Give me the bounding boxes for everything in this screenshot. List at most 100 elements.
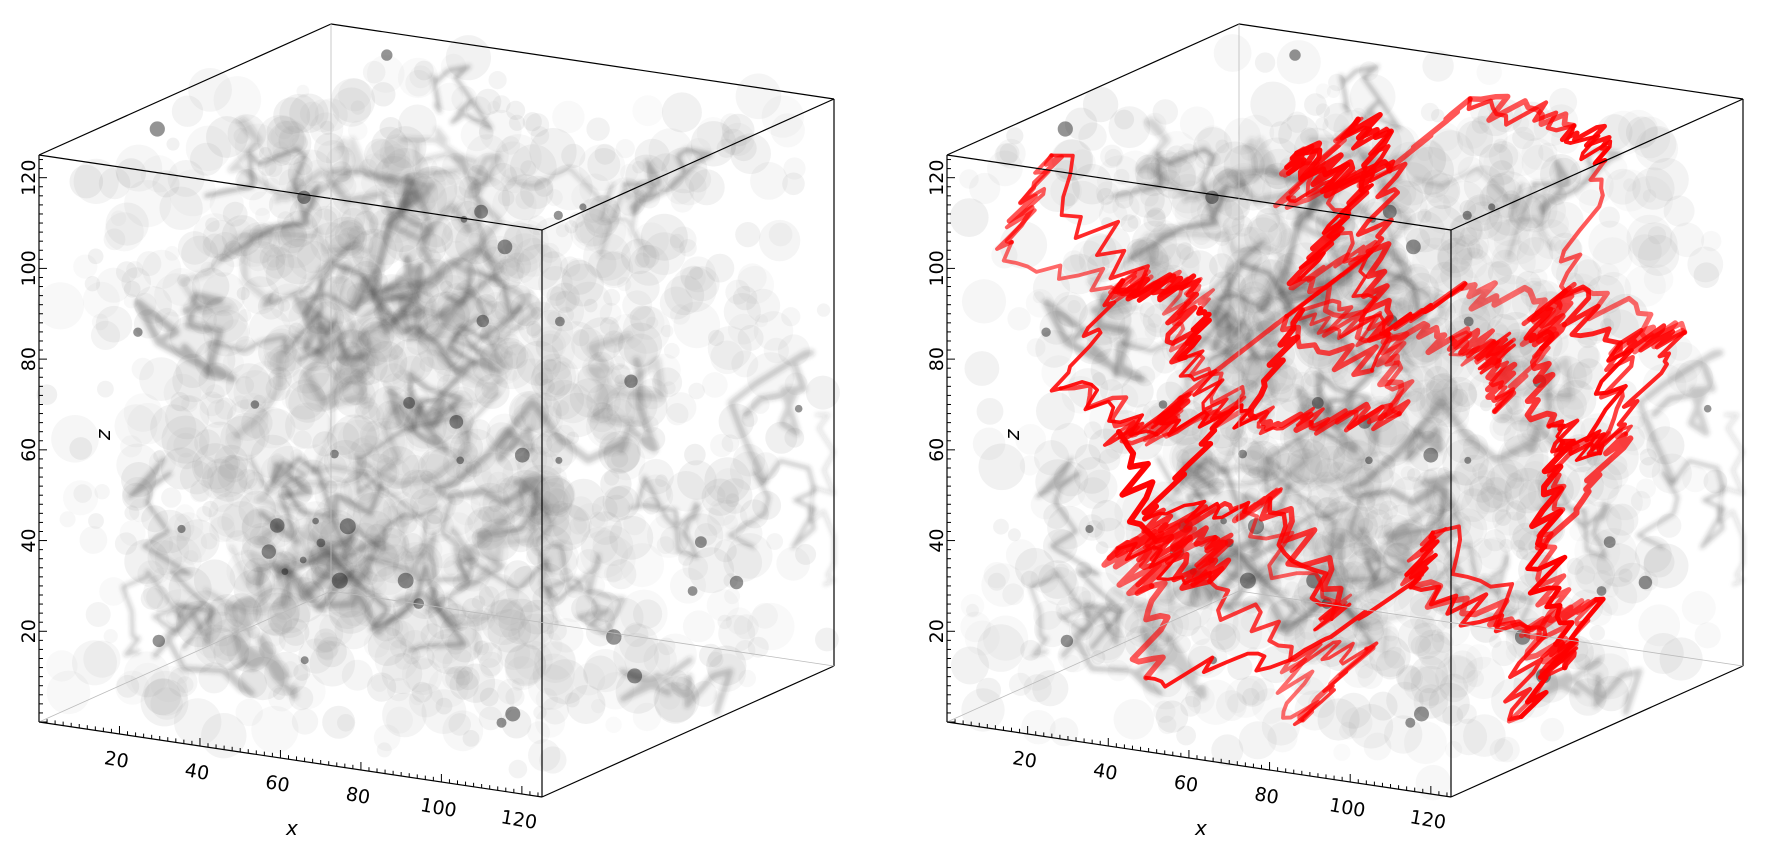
density-blob bbox=[739, 499, 769, 529]
density-blob bbox=[1638, 604, 1681, 647]
density-blob bbox=[587, 148, 621, 181]
x-tick-label: 80 bbox=[344, 783, 372, 809]
density-blob bbox=[479, 687, 499, 707]
density-blob bbox=[613, 633, 659, 679]
density-blob bbox=[504, 644, 547, 687]
density-blob bbox=[1499, 538, 1514, 553]
density-blob bbox=[552, 100, 585, 134]
density-blob bbox=[588, 249, 617, 279]
density-blob bbox=[1422, 50, 1454, 82]
density-blob bbox=[331, 414, 377, 460]
density-blob bbox=[750, 162, 788, 200]
density-blob bbox=[646, 316, 659, 329]
density-blob bbox=[617, 277, 632, 292]
density-blob bbox=[1191, 625, 1211, 646]
density-blob bbox=[680, 256, 716, 293]
density-blob bbox=[629, 305, 656, 332]
density-blob bbox=[278, 626, 305, 653]
density-blob bbox=[594, 143, 616, 165]
density-blob bbox=[449, 670, 479, 700]
density-blob bbox=[589, 511, 606, 528]
density-blob bbox=[213, 310, 234, 331]
density-knot bbox=[330, 449, 339, 459]
density-blob bbox=[527, 326, 575, 374]
density-blob bbox=[1439, 673, 1469, 703]
density-blob bbox=[1032, 670, 1069, 707]
density-blob bbox=[266, 254, 280, 268]
density-blob bbox=[607, 441, 646, 481]
density-strand bbox=[424, 501, 555, 616]
density-blob bbox=[290, 673, 326, 710]
density-blob bbox=[555, 290, 577, 312]
density-blob bbox=[36, 282, 84, 330]
density-blob bbox=[179, 636, 216, 674]
density-blob bbox=[610, 355, 625, 371]
density-blob bbox=[222, 352, 244, 374]
density-strand bbox=[381, 172, 441, 305]
density-blob bbox=[341, 207, 366, 232]
density-blob bbox=[189, 483, 210, 503]
density-blob bbox=[309, 641, 355, 687]
density-blob bbox=[643, 642, 677, 677]
density-blob bbox=[1574, 553, 1616, 594]
density-blob bbox=[721, 434, 740, 453]
density-blob bbox=[453, 665, 474, 686]
density-blob bbox=[1598, 206, 1620, 228]
z-tick-label: 100 bbox=[18, 250, 40, 286]
density-blob bbox=[394, 606, 438, 650]
density-knot bbox=[449, 415, 464, 429]
density-blob bbox=[1104, 148, 1123, 167]
density-blob bbox=[1400, 466, 1416, 481]
density-blob bbox=[602, 486, 634, 518]
density-blob bbox=[737, 263, 767, 293]
density-blob bbox=[371, 126, 409, 164]
density-blob bbox=[497, 678, 523, 705]
density-blob bbox=[535, 296, 551, 313]
density-blob bbox=[498, 621, 546, 669]
density-blob bbox=[183, 550, 199, 565]
density-blob bbox=[277, 299, 291, 312]
density-blob bbox=[1494, 509, 1512, 526]
density-blob bbox=[367, 55, 405, 93]
density-blob bbox=[1576, 565, 1596, 585]
density-blob bbox=[542, 659, 589, 705]
density-blob bbox=[236, 287, 250, 300]
density-blob bbox=[949, 198, 989, 238]
density-blob bbox=[552, 500, 569, 518]
density-blob bbox=[678, 513, 724, 558]
density-blob bbox=[181, 235, 219, 273]
density-blob bbox=[766, 533, 784, 550]
density-blob bbox=[397, 57, 439, 99]
density-blob bbox=[322, 705, 356, 739]
density-strand bbox=[430, 64, 493, 130]
density-blob bbox=[478, 506, 495, 523]
density-blob bbox=[716, 138, 736, 158]
density-blob bbox=[815, 627, 839, 652]
density-blob bbox=[262, 351, 278, 368]
density-blob bbox=[159, 186, 203, 230]
density-blob bbox=[94, 484, 110, 500]
density-blob bbox=[535, 688, 558, 711]
density-blob bbox=[480, 599, 527, 645]
density-blob bbox=[561, 143, 586, 168]
density-blob bbox=[1158, 715, 1177, 735]
density-blob bbox=[621, 238, 657, 275]
density-blob bbox=[732, 285, 758, 311]
density-blob bbox=[190, 142, 223, 176]
density-blob bbox=[529, 128, 577, 176]
density-blob bbox=[977, 624, 1025, 672]
z-tick-label: 20 bbox=[18, 619, 40, 643]
density-blob bbox=[500, 257, 525, 282]
density-knot bbox=[1703, 404, 1712, 413]
density-blob bbox=[538, 266, 573, 301]
density-blob bbox=[504, 252, 532, 279]
density-blob bbox=[268, 613, 287, 633]
density-strand bbox=[619, 657, 734, 716]
z-tick-label: 60 bbox=[926, 438, 948, 462]
density-blob bbox=[1041, 355, 1076, 390]
density-blob bbox=[536, 393, 553, 410]
density-blob bbox=[502, 222, 542, 262]
density-blob bbox=[1206, 616, 1222, 632]
density-blob bbox=[435, 82, 464, 111]
density-blob bbox=[579, 173, 611, 206]
